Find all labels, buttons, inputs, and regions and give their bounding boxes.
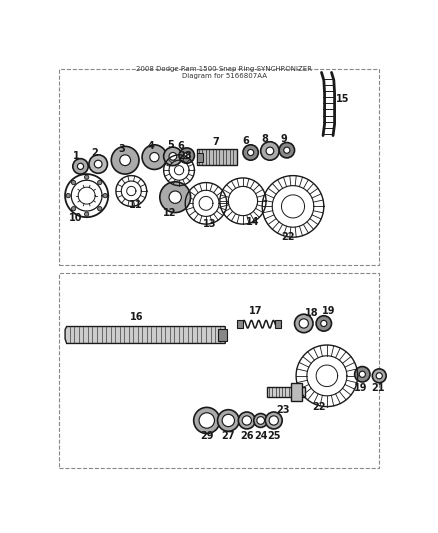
Ellipse shape xyxy=(284,147,290,154)
Ellipse shape xyxy=(238,412,255,429)
Ellipse shape xyxy=(94,160,102,168)
Circle shape xyxy=(71,207,76,211)
Ellipse shape xyxy=(321,320,327,327)
Text: 11: 11 xyxy=(129,200,143,210)
Ellipse shape xyxy=(294,314,313,333)
Ellipse shape xyxy=(257,417,265,424)
Ellipse shape xyxy=(73,159,88,174)
Text: 7: 7 xyxy=(212,137,219,147)
Ellipse shape xyxy=(194,407,220,433)
Ellipse shape xyxy=(78,163,84,169)
Circle shape xyxy=(98,180,102,185)
Text: 2: 2 xyxy=(91,148,98,158)
Text: 22: 22 xyxy=(312,401,326,411)
Circle shape xyxy=(71,180,76,185)
Ellipse shape xyxy=(269,416,279,425)
Text: 6: 6 xyxy=(243,136,249,146)
Text: 1: 1 xyxy=(73,151,79,161)
Ellipse shape xyxy=(243,145,258,160)
Ellipse shape xyxy=(279,142,294,158)
Ellipse shape xyxy=(376,373,382,379)
Ellipse shape xyxy=(199,413,215,428)
Bar xyxy=(59,69,379,265)
Text: 16: 16 xyxy=(130,311,143,321)
Ellipse shape xyxy=(359,371,365,377)
Text: 14: 14 xyxy=(245,217,259,227)
Text: 8: 8 xyxy=(262,134,269,144)
Ellipse shape xyxy=(164,147,182,166)
Text: 5: 5 xyxy=(167,140,174,150)
Ellipse shape xyxy=(160,182,191,213)
Text: 19: 19 xyxy=(321,306,335,316)
Ellipse shape xyxy=(142,145,167,169)
Text: 19: 19 xyxy=(354,383,367,393)
Ellipse shape xyxy=(265,412,282,429)
Text: 26: 26 xyxy=(240,431,254,441)
FancyBboxPatch shape xyxy=(197,152,203,161)
Text: 4: 4 xyxy=(148,141,155,151)
Ellipse shape xyxy=(299,319,308,328)
Text: 12: 12 xyxy=(163,207,177,217)
Text: 28: 28 xyxy=(178,151,192,161)
Text: 21: 21 xyxy=(371,383,385,393)
Bar xyxy=(59,273,379,468)
Text: 2008 Dodge Ram 1500 Snap Ring-SYNCHRONIZER
Diagram for 5166807AA: 2008 Dodge Ram 1500 Snap Ring-SYNCHRONIZ… xyxy=(137,66,312,79)
Text: 29: 29 xyxy=(200,431,213,441)
Ellipse shape xyxy=(169,191,181,203)
Ellipse shape xyxy=(316,316,332,331)
Text: 25: 25 xyxy=(267,431,280,441)
Ellipse shape xyxy=(254,414,268,427)
Text: 9: 9 xyxy=(280,134,287,144)
Text: 22: 22 xyxy=(282,232,295,242)
Ellipse shape xyxy=(242,416,251,425)
Ellipse shape xyxy=(372,369,386,383)
Ellipse shape xyxy=(150,152,159,161)
Ellipse shape xyxy=(218,410,239,431)
Ellipse shape xyxy=(179,148,194,163)
Bar xyxy=(218,329,227,341)
Text: 17: 17 xyxy=(249,306,263,316)
Ellipse shape xyxy=(89,155,107,173)
Text: 10: 10 xyxy=(69,213,83,223)
Ellipse shape xyxy=(111,147,139,174)
Circle shape xyxy=(85,175,89,179)
Text: 6: 6 xyxy=(177,141,184,151)
Polygon shape xyxy=(65,327,225,343)
Ellipse shape xyxy=(261,142,279,160)
Bar xyxy=(267,386,305,398)
Text: 15: 15 xyxy=(336,94,349,103)
Bar xyxy=(275,320,281,328)
Ellipse shape xyxy=(184,152,190,159)
Text: 13: 13 xyxy=(203,219,217,229)
Ellipse shape xyxy=(266,147,274,155)
Text: 18: 18 xyxy=(305,308,318,318)
FancyBboxPatch shape xyxy=(197,149,237,165)
Text: 24: 24 xyxy=(254,431,268,441)
Circle shape xyxy=(103,193,107,198)
Ellipse shape xyxy=(355,367,370,382)
Ellipse shape xyxy=(222,414,234,426)
Bar xyxy=(291,383,302,401)
Ellipse shape xyxy=(120,155,131,166)
Bar xyxy=(237,320,243,328)
Ellipse shape xyxy=(247,149,254,156)
Ellipse shape xyxy=(169,152,177,160)
Circle shape xyxy=(66,193,71,198)
Text: 27: 27 xyxy=(222,431,235,441)
Circle shape xyxy=(98,207,102,211)
Text: 3: 3 xyxy=(119,144,125,154)
Text: 23: 23 xyxy=(276,405,290,415)
Circle shape xyxy=(85,212,89,216)
